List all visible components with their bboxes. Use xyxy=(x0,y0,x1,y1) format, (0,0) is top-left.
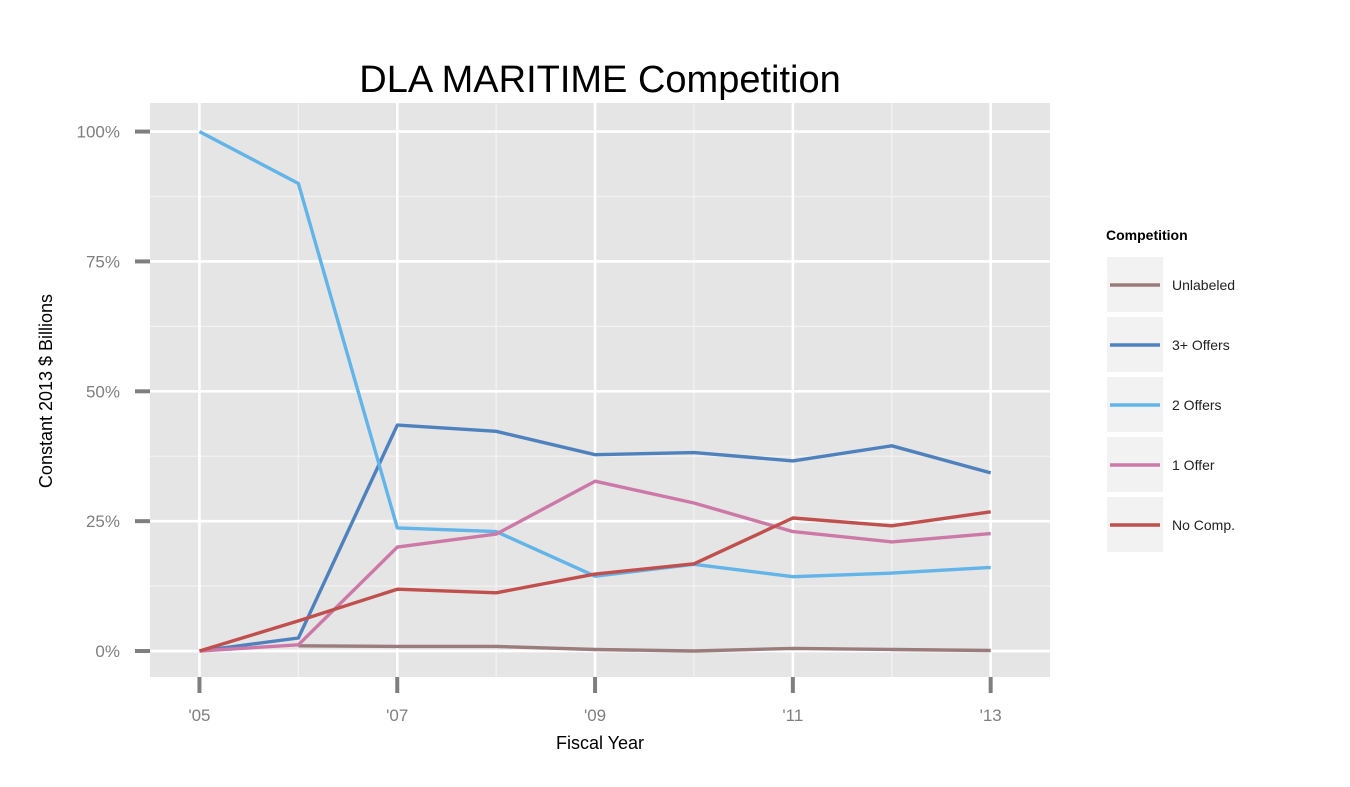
x-axis: '05 '07 '09 '11 '13 xyxy=(188,677,1002,725)
legend-label-unlabeled: Unlabeled xyxy=(1172,277,1235,293)
series-line-no-comp xyxy=(199,510,991,653)
series-line-1-offer xyxy=(199,479,991,653)
y-tick-label: 100% xyxy=(77,123,120,142)
chart-title: DLA MARITIME Competition xyxy=(359,59,840,101)
series-lines xyxy=(198,130,992,653)
y-axis-title: Constant 2013 $ Billions xyxy=(36,294,56,488)
x-tick-label: '09 xyxy=(584,706,606,725)
series-line-2-offers xyxy=(198,130,991,579)
y-tick-label: 50% xyxy=(86,382,120,401)
y-tick-label: 75% xyxy=(86,252,120,271)
legend-label-2-offers: 2 Offers xyxy=(1172,397,1222,413)
major-gridlines xyxy=(150,103,1050,677)
x-axis-title: Fiscal Year xyxy=(556,733,644,753)
x-tick-label: '07 xyxy=(386,706,408,725)
y-axis: 0% 25% 50% 75% 100% xyxy=(77,123,150,661)
series-line-3-offers xyxy=(199,423,992,653)
legend-label-3-offers: 3+ Offers xyxy=(1172,337,1230,353)
legend-label-1-offer: 1 Offer xyxy=(1172,457,1215,473)
x-tick-label: '11 xyxy=(782,706,803,725)
x-tick-label: '13 xyxy=(980,706,1002,725)
legend-label-no-comp: No Comp. xyxy=(1172,517,1235,533)
legend-title: Competition xyxy=(1106,227,1188,243)
x-tick-label: '05 xyxy=(188,706,210,725)
y-tick-label: 25% xyxy=(86,512,120,531)
legend: Competition Unlabeled 3+ Offers 2 Offers 1 … xyxy=(1106,227,1235,552)
y-tick-label: 0% xyxy=(95,642,120,661)
series-line-unlabeled xyxy=(298,644,991,653)
